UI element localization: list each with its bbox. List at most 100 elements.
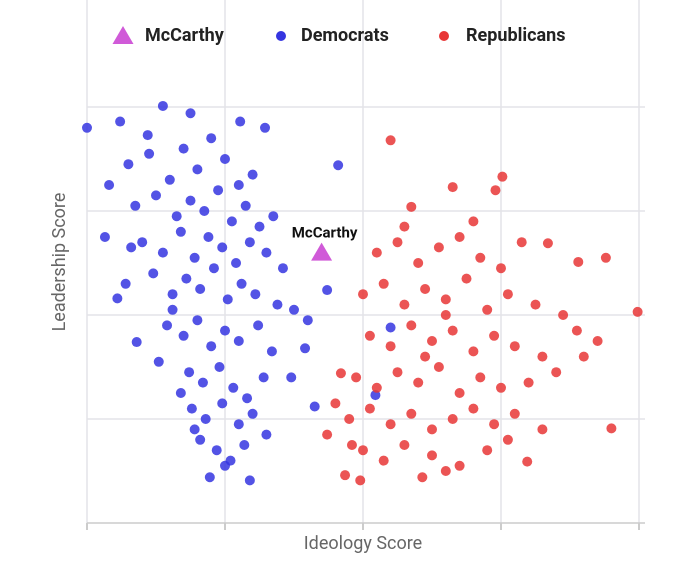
point xyxy=(537,351,548,362)
point xyxy=(228,382,239,393)
point xyxy=(192,315,203,326)
legend-label: McCarthy xyxy=(145,25,225,46)
point xyxy=(490,185,501,196)
point xyxy=(427,450,437,461)
point xyxy=(309,401,320,412)
point xyxy=(112,293,123,304)
point xyxy=(175,226,186,237)
point xyxy=(447,182,458,193)
point xyxy=(330,398,341,409)
point xyxy=(130,200,141,211)
point xyxy=(178,330,189,341)
y-axis-label: Leadership Score xyxy=(49,193,70,332)
point xyxy=(164,174,175,185)
point xyxy=(406,408,417,419)
point xyxy=(385,322,396,333)
point xyxy=(475,252,486,263)
point xyxy=(151,190,161,201)
point xyxy=(358,445,368,456)
point xyxy=(530,299,541,310)
point xyxy=(454,232,465,242)
point xyxy=(144,148,155,159)
point xyxy=(254,221,265,232)
point xyxy=(235,116,246,127)
point xyxy=(542,238,553,249)
point xyxy=(475,372,486,383)
point xyxy=(573,256,584,267)
point xyxy=(247,169,258,180)
point xyxy=(244,475,255,486)
point xyxy=(231,258,242,268)
point xyxy=(199,206,210,216)
point xyxy=(104,180,115,190)
point xyxy=(181,273,192,284)
point xyxy=(99,232,110,242)
point xyxy=(433,242,444,253)
point xyxy=(208,263,219,274)
point xyxy=(489,419,500,430)
point xyxy=(185,195,196,206)
point xyxy=(406,201,417,212)
point xyxy=(260,122,271,133)
point xyxy=(211,445,222,456)
point xyxy=(468,403,479,414)
point xyxy=(447,325,458,336)
point xyxy=(385,341,396,352)
point xyxy=(236,278,247,289)
point xyxy=(157,247,168,258)
point xyxy=(509,408,520,419)
point xyxy=(272,299,283,310)
point xyxy=(217,398,228,409)
point xyxy=(385,135,396,146)
marker xyxy=(311,242,333,261)
point xyxy=(333,160,344,171)
point xyxy=(340,470,351,481)
point xyxy=(137,237,148,248)
point xyxy=(192,164,203,175)
point xyxy=(344,414,355,424)
legend-label: Democrats xyxy=(301,25,389,46)
point xyxy=(195,434,206,445)
point xyxy=(204,472,215,483)
point xyxy=(433,362,444,372)
legend-label: Republicans xyxy=(466,25,565,46)
point xyxy=(482,304,493,315)
point xyxy=(171,211,182,222)
point xyxy=(509,341,520,352)
point xyxy=(213,185,224,196)
point xyxy=(417,472,428,483)
point xyxy=(203,232,214,242)
point xyxy=(214,362,225,372)
point xyxy=(502,434,513,445)
point xyxy=(220,154,230,164)
point xyxy=(578,351,589,362)
point xyxy=(261,429,272,440)
point xyxy=(516,237,527,248)
point xyxy=(189,252,200,263)
point xyxy=(497,171,508,182)
point xyxy=(185,108,196,119)
x-axis-label: Ideology Score xyxy=(304,533,422,554)
point xyxy=(200,414,211,424)
point xyxy=(502,289,513,300)
point xyxy=(406,320,417,331)
point xyxy=(197,377,208,388)
point xyxy=(258,372,269,383)
point xyxy=(242,393,253,404)
point xyxy=(233,336,244,346)
point xyxy=(440,466,451,476)
point xyxy=(195,284,206,294)
legend-marker xyxy=(276,31,286,41)
point xyxy=(489,330,500,341)
point xyxy=(399,440,410,450)
point xyxy=(240,200,251,211)
point xyxy=(468,346,479,357)
annotation: McCarthy xyxy=(292,224,358,242)
point xyxy=(371,382,382,393)
point xyxy=(346,440,357,450)
point xyxy=(175,388,186,398)
point xyxy=(300,343,311,354)
point xyxy=(399,221,410,232)
point xyxy=(123,159,134,170)
point xyxy=(189,424,200,435)
